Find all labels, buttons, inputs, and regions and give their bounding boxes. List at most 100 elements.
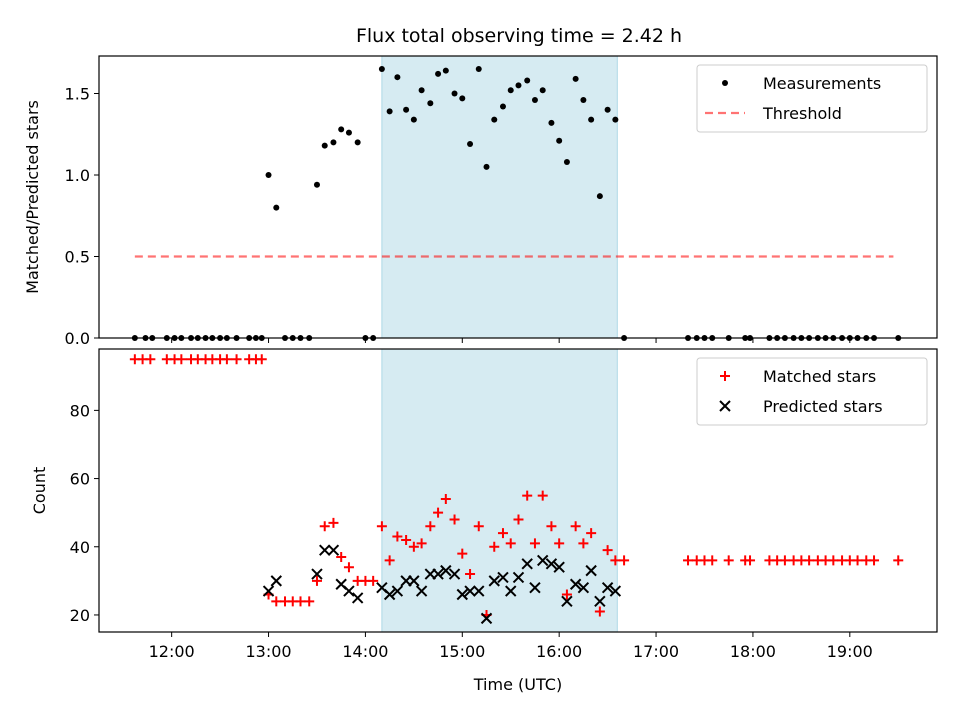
matched-star-point	[869, 555, 880, 566]
matched-star-point	[619, 555, 630, 566]
matched-star-point	[828, 555, 839, 566]
matched-star-point	[304, 596, 315, 607]
matched-star-point	[343, 562, 354, 573]
predicted-star-point	[497, 571, 509, 584]
measurement-point	[524, 77, 531, 84]
chart-title: Flux total observing time = 2.42 h	[356, 25, 682, 47]
measurement-point	[499, 103, 506, 110]
matched-star-point	[546, 521, 557, 532]
predicted-star-point	[311, 568, 323, 580]
bottom-legend: Matched stars Predicted stars	[696, 357, 928, 426]
matched-star-point	[893, 555, 904, 566]
measurement-point	[451, 90, 458, 97]
legend-label: Measurements	[763, 74, 881, 93]
measurement-point	[403, 106, 410, 113]
predicted-star-point	[408, 575, 420, 587]
predicted-star-point	[609, 585, 622, 597]
matched-star-point	[529, 538, 540, 549]
bottom-ytick-label: 40	[70, 538, 90, 557]
matched-star-point	[586, 528, 597, 539]
measurement-point	[531, 97, 538, 104]
top-ylabel: Matched/Predicted stars	[23, 100, 42, 294]
measurement-point	[539, 87, 546, 94]
predicted-star-point	[383, 588, 396, 601]
predicted-star-point	[473, 585, 485, 597]
predicted-star-point	[561, 595, 573, 608]
measurement-point	[321, 142, 328, 149]
bottom-ytick-label: 80	[70, 401, 90, 420]
matched-star-point	[376, 521, 387, 532]
predicted-star-point	[512, 571, 525, 584]
xtick-label: 15:00	[439, 642, 485, 661]
bottom-ylabel: Count	[30, 467, 49, 515]
legend-label: Predicted stars	[763, 397, 883, 416]
measurement-point	[410, 116, 417, 123]
legend-marker-predicted	[719, 400, 731, 412]
measurement-point	[394, 74, 401, 81]
matched-star-point	[231, 354, 242, 365]
predicted-star-point	[505, 585, 517, 597]
legend-marker-measurements	[722, 80, 728, 86]
predicted-star-point	[569, 578, 582, 590]
matched-star-point	[328, 517, 339, 528]
matched-star-point	[384, 555, 395, 566]
measurement-point	[418, 87, 425, 94]
measurement-point	[556, 137, 563, 144]
measurement-point	[491, 116, 498, 123]
measurement-point	[563, 158, 570, 165]
measurement-point	[604, 106, 611, 113]
matched-star-point	[513, 514, 524, 525]
bottom-ytick-label: 20	[70, 606, 90, 625]
predicted-star-point	[262, 585, 275, 597]
matched-star-point	[433, 507, 444, 518]
measurement-point	[612, 116, 619, 123]
matched-star-point	[852, 555, 863, 566]
predicted-star-point	[577, 581, 590, 594]
measurement-point	[580, 97, 587, 104]
matched-star-point	[256, 354, 267, 365]
matched-star-point	[594, 606, 605, 617]
matched-star-point	[561, 589, 572, 600]
matched-star-point	[602, 545, 613, 556]
matched-star-point	[779, 555, 790, 566]
predicted-star-point	[391, 585, 404, 597]
matched-star-point	[449, 514, 460, 525]
matched-star-point	[683, 555, 694, 566]
measurement-point	[273, 204, 280, 211]
top-legend: Measurements Threshold	[696, 64, 928, 133]
matched-star-point	[425, 521, 436, 532]
matched-star-point	[745, 555, 756, 566]
measurement-point	[507, 87, 514, 94]
top-panel: 0.0 0.5 1.0 1.5 Matched/Predicted stars Measu…	[23, 55, 938, 348]
legend-box	[696, 357, 928, 426]
matched-star-point	[522, 490, 533, 501]
top-ytick-label: 1.5	[65, 84, 90, 103]
measurement-point	[442, 67, 449, 74]
xtick-label: 16:00	[536, 642, 582, 661]
predicted-star-point	[480, 612, 493, 625]
measurement-point	[515, 82, 522, 89]
legend-label: Threshold	[762, 104, 842, 123]
legend-marker-matched	[720, 371, 730, 381]
xtick-label: 14:00	[342, 642, 388, 661]
matched-star-point	[271, 596, 282, 607]
matched-star-point	[457, 548, 468, 559]
matched-star-point	[554, 538, 565, 549]
measurement-point	[330, 139, 337, 146]
predicted-star-point	[553, 561, 565, 573]
xtick-label: 13:00	[245, 642, 291, 661]
matched-star-point	[473, 521, 484, 532]
matched-star-point	[176, 354, 187, 365]
measurement-point	[459, 95, 466, 102]
measurement-point	[596, 193, 603, 200]
matched-star-point	[465, 569, 476, 580]
predicted-star-point	[343, 585, 355, 597]
matched-star-point	[723, 555, 734, 566]
matched-star-point	[416, 538, 427, 549]
measurement-point	[354, 139, 361, 146]
xtick-label: 19:00	[827, 642, 873, 661]
measurement-point	[345, 129, 352, 136]
matched-star-point	[408, 541, 419, 552]
measurement-point	[313, 181, 320, 188]
predicted-star-point	[585, 564, 597, 577]
